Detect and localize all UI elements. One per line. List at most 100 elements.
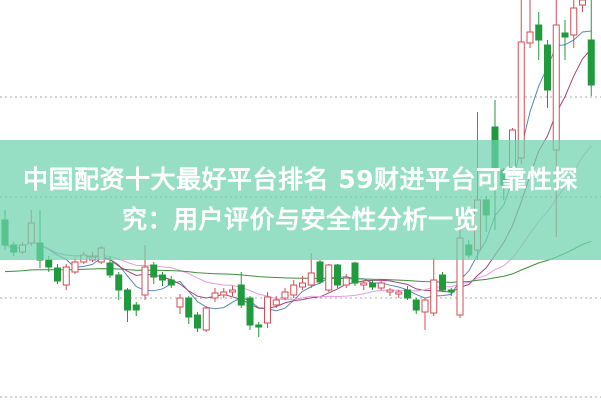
candle <box>62 264 70 290</box>
candle-body-down <box>535 24 543 41</box>
candle-body-down <box>351 262 359 284</box>
candle-body-up <box>141 266 149 296</box>
candle-body-down <box>159 274 166 281</box>
candle-body-up <box>342 277 350 286</box>
candle <box>325 264 333 292</box>
candle <box>412 298 420 314</box>
candle-body-down <box>194 314 201 329</box>
candle <box>237 272 245 308</box>
candle-body-down <box>237 284 245 306</box>
headline-line-1: 中国配资十大最好平台排名 59财进平台可靠性探 <box>23 165 578 194</box>
candle-body-down <box>45 259 53 268</box>
candle <box>290 280 298 298</box>
headline-line-2: 究：用户评价与安全性分析一览 <box>121 205 479 234</box>
candle <box>421 298 429 330</box>
candle <box>132 302 140 316</box>
candle <box>255 322 263 337</box>
candle <box>561 20 569 60</box>
candle-body-down <box>150 264 158 278</box>
candle-body-up <box>386 289 394 293</box>
candle-body-up <box>421 299 429 313</box>
candle <box>167 276 175 288</box>
candle <box>587 0 595 96</box>
candle <box>246 296 254 330</box>
candle-body-up <box>272 299 280 306</box>
candle-body-up <box>176 297 184 308</box>
candle <box>229 286 236 296</box>
candle <box>351 262 359 286</box>
candle <box>299 276 306 290</box>
candle-body-down <box>447 289 455 293</box>
candle-body-up <box>62 266 70 286</box>
candle-body-down <box>132 304 140 311</box>
candle-body-up <box>281 291 289 299</box>
candle <box>360 280 368 290</box>
candle <box>544 40 551 108</box>
candle <box>447 288 455 296</box>
candle <box>386 288 394 296</box>
candle-body-down <box>124 289 131 311</box>
candle <box>115 272 123 300</box>
candle-body-down <box>54 267 61 282</box>
candle <box>176 294 184 314</box>
candle-body-up <box>202 307 210 331</box>
candle-body-up <box>570 7 578 36</box>
candle <box>150 262 158 284</box>
candle-body-up <box>325 264 333 291</box>
candle <box>535 12 543 60</box>
headline-banner: 中国配资十大最好平台排名 59财进平台可靠性探 究：用户评价与安全性分析一览 <box>0 140 601 260</box>
candle-body-up <box>526 31 534 44</box>
candle-body-down <box>561 32 569 38</box>
candle-body-down <box>167 279 175 286</box>
candle <box>220 288 228 298</box>
candle-body-up <box>360 282 368 286</box>
candle <box>71 258 79 274</box>
candle <box>316 260 324 284</box>
candle-body-down <box>412 299 420 311</box>
candle <box>404 286 411 300</box>
candle-body-down <box>439 274 446 291</box>
candle-body-down <box>115 274 123 291</box>
candle <box>194 312 201 332</box>
candle <box>570 0 578 48</box>
candle <box>272 296 280 308</box>
candle-body-up <box>430 279 438 314</box>
candle <box>369 280 376 290</box>
candle-body-up <box>552 24 560 151</box>
candle-body-down <box>404 289 411 299</box>
candle-body-up <box>579 0 586 6</box>
candle <box>526 0 534 48</box>
candle-body-down <box>316 261 324 283</box>
ma60-line <box>4 240 592 283</box>
candle-body-up <box>307 272 315 286</box>
candle <box>159 272 166 286</box>
candle <box>430 258 438 316</box>
candle-body-up <box>395 291 403 295</box>
candle <box>439 272 446 292</box>
candle <box>281 288 289 300</box>
candle <box>264 292 271 328</box>
candle-body-down <box>255 324 263 328</box>
candle-body-down <box>246 297 254 326</box>
candle <box>54 264 61 284</box>
candle-body-down <box>544 44 551 91</box>
candle-body-down <box>369 282 376 288</box>
candle-body-up <box>290 284 298 296</box>
candle <box>334 264 341 288</box>
candle-body-down <box>587 39 595 86</box>
candle-body-up <box>264 296 271 324</box>
candle-body-up <box>71 261 79 273</box>
candle <box>377 280 385 290</box>
candle-body-up <box>220 291 228 296</box>
candle <box>124 288 131 322</box>
candle-body-up <box>377 282 385 289</box>
candle-body-up <box>229 289 236 293</box>
candle <box>185 296 193 324</box>
candle <box>579 0 586 12</box>
candle-body-down <box>106 262 114 276</box>
candle <box>202 306 210 332</box>
candle <box>211 288 219 302</box>
candle <box>342 274 350 288</box>
candle <box>395 290 403 298</box>
